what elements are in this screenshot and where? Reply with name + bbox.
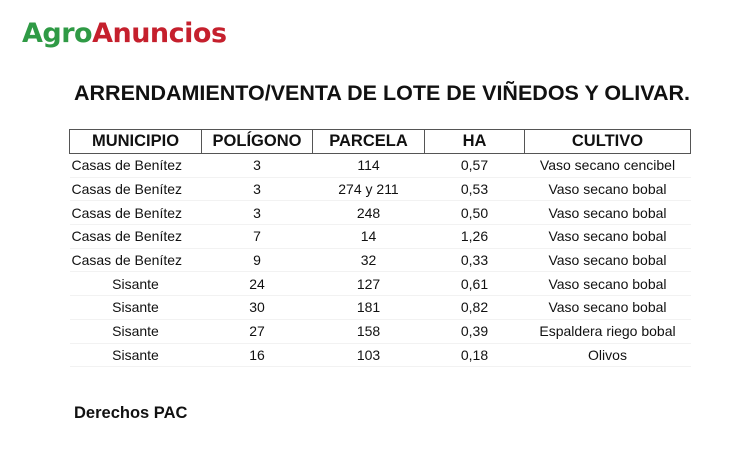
table-cell: Sisante — [69, 343, 202, 368]
table-row: Casas de Benítez 7 14 1,26 Vaso secano bobal — [69, 224, 691, 249]
table-cell: 27 — [201, 319, 313, 344]
pac-rights-label: Derechos PAC — [74, 404, 188, 422]
table-cell: 181 — [312, 295, 425, 320]
table-cell: 7 — [201, 224, 313, 249]
table-cell: 3 — [201, 177, 313, 202]
logo-part-anuncios: Anuncios — [92, 18, 227, 49]
table-cell: 3 — [201, 153, 313, 178]
table-cell: Casas de Benítez — [69, 248, 202, 273]
column-header: CULTIVO — [524, 129, 691, 154]
table-row: Casas de Benítez 3 274 y 211 0,53 Vaso secan… — [69, 177, 691, 202]
table-cell: 0,82 — [424, 295, 525, 320]
table-cell: 0,39 — [424, 319, 525, 344]
parcel-table: MUNICIPIO POLÍGONO PARCELA HA CULTIVO Casas … — [69, 129, 691, 368]
table-cell: 0,18 — [424, 343, 525, 368]
table-row: Casas de Benítez 3 248 0,50 Vaso secano boba… — [69, 200, 691, 226]
logo-part-agro: Agro — [22, 18, 93, 49]
column-header: PARCELA — [312, 129, 425, 154]
table-cell: Vaso secano bobal — [524, 200, 691, 226]
table-row: Sisante 16 103 0,18 Olivos — [69, 343, 691, 368]
table-cell: 3 — [201, 200, 313, 226]
table-cell: 30 — [201, 295, 313, 320]
table-cell: Vaso secano bobal — [524, 271, 691, 297]
table-cell: Vaso secano bobal — [524, 224, 691, 249]
table-cell: 0,61 — [424, 271, 525, 297]
table-cell: 127 — [312, 271, 425, 297]
logo: AgroAnuncios — [22, 18, 227, 49]
table-cell: 9 — [201, 248, 313, 273]
table-row: Casas de Benítez 9 32 0,33 Vaso secano bobal — [69, 248, 691, 273]
table-cell: 0,33 — [424, 248, 525, 273]
table-cell: Vaso secano bobal — [524, 248, 691, 273]
table-cell: Olivos — [524, 343, 691, 368]
table-cell: Sisante — [69, 271, 202, 297]
table-cell: 0,57 — [424, 153, 525, 178]
page-title: ARRENDAMIENTO/VENTA DE LOTE DE VIÑEDOS Y… — [74, 81, 691, 105]
table-cell: 14 — [312, 224, 425, 249]
table-cell: 103 — [312, 343, 425, 368]
table-cell: 32 — [312, 248, 425, 273]
table-cell: Sisante — [69, 319, 202, 344]
table-row: Sisante 27 158 0,39 Espaldera riego bobal — [69, 319, 691, 344]
table-cell: Casas de Benítez — [69, 177, 202, 202]
table-cell: 16 — [201, 343, 313, 368]
table-cell: Vaso secano cencibel — [524, 153, 691, 178]
table-cell: Vaso secano bobal — [524, 295, 691, 320]
table-cell: Casas de Benítez — [69, 153, 202, 178]
table-cell: 248 — [312, 200, 425, 226]
column-header: MUNICIPIO — [69, 129, 202, 154]
table-row: Casas de Benítez 3 114 0,57 Vaso secano cenc… — [69, 153, 691, 178]
table-cell: 24 — [201, 271, 313, 297]
table-cell: 114 — [312, 153, 425, 178]
table-cell: Sisante — [69, 295, 202, 320]
table-cell: Casas de Benítez — [69, 200, 202, 226]
table-row: Sisante 30 181 0,82 Vaso secano bobal — [69, 295, 691, 320]
table-cell: Vaso secano bobal — [524, 177, 691, 202]
column-header: POLÍGONO — [201, 129, 313, 154]
table-cell: 1,26 — [424, 224, 525, 249]
table-cell: Casas de Benítez — [69, 224, 202, 249]
table-cell: 158 — [312, 319, 425, 344]
table-cell: 0,53 — [424, 177, 525, 202]
table-cell: 274 y 211 — [312, 177, 425, 202]
table-row: Sisante 24 127 0,61 Vaso secano bobal — [69, 271, 691, 297]
column-header: HA — [424, 129, 525, 154]
table-cell: 0,50 — [424, 200, 525, 226]
table-cell: Espaldera riego bobal — [524, 319, 691, 344]
